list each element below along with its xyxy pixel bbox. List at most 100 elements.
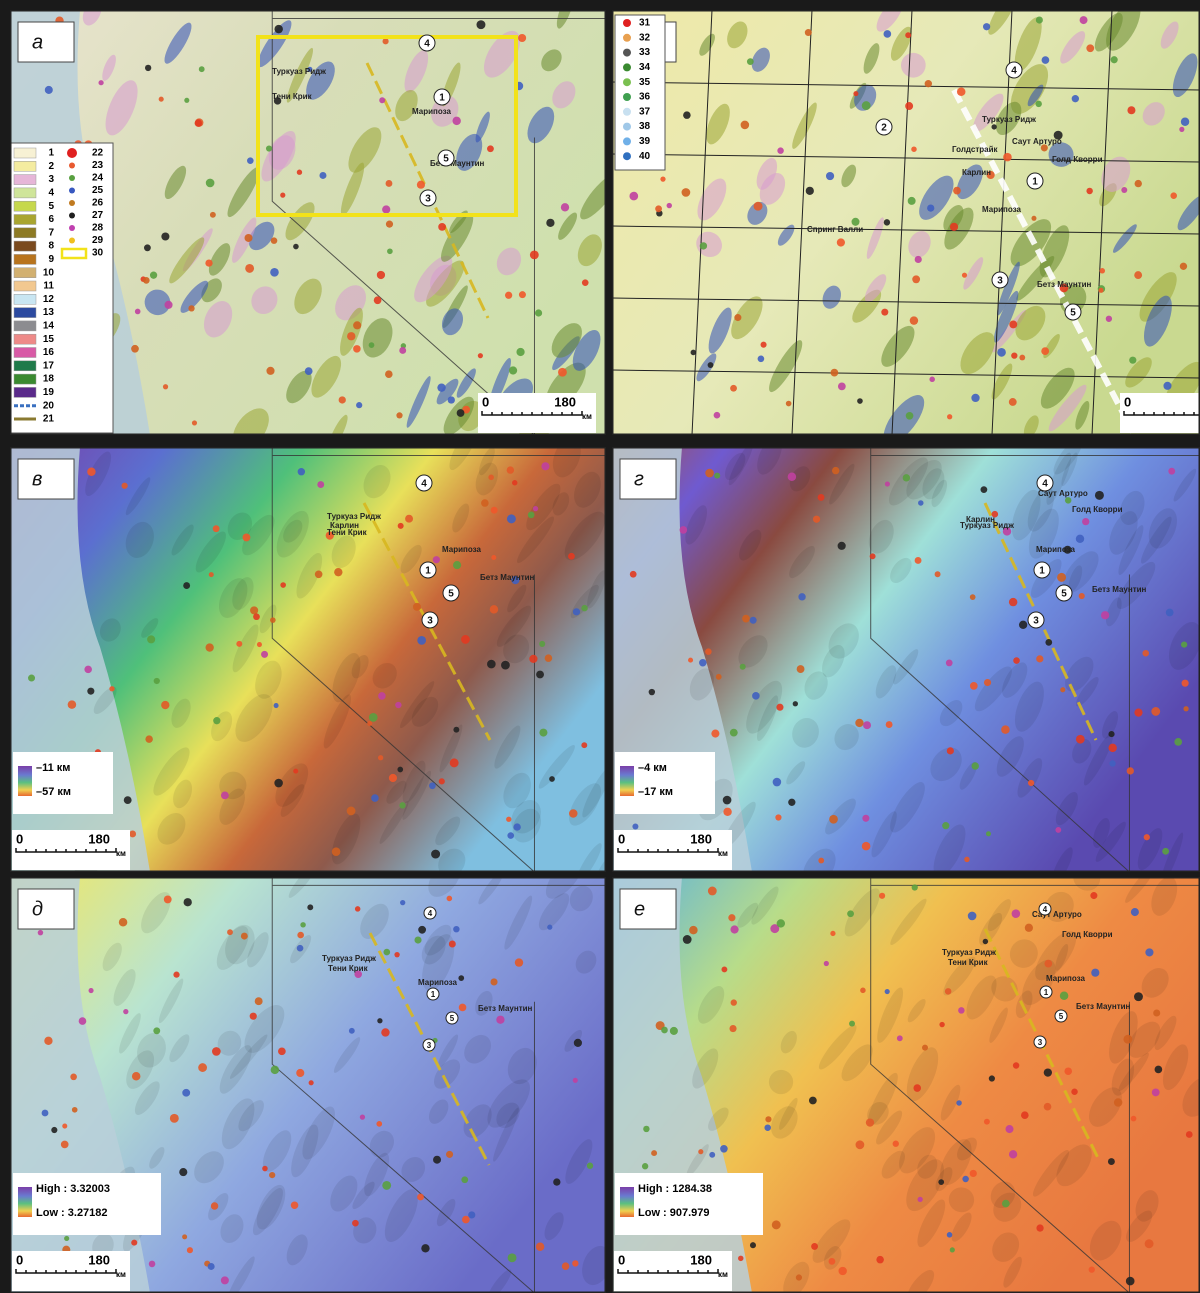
deposit-dot — [271, 237, 278, 244]
legend-label: 33 — [639, 47, 651, 58]
deposit-dot — [481, 499, 489, 507]
legend-swatch — [14, 254, 36, 264]
legend-label: 37 — [639, 106, 651, 117]
deposit-dot — [1076, 735, 1085, 744]
legend-swatch — [14, 188, 36, 198]
deposit-dot — [655, 205, 662, 212]
deposit-dot — [708, 362, 714, 368]
deposit-dot — [775, 814, 781, 820]
deposit-dot — [62, 1124, 67, 1129]
deposit-dot — [161, 701, 169, 709]
deposit-dot — [1123, 1035, 1132, 1044]
deposit-dot — [741, 121, 750, 130]
place-name: Саут Артуро — [1012, 137, 1062, 146]
deposit-dot — [206, 179, 215, 188]
deposit-dot — [339, 396, 346, 403]
deposit-dot — [1009, 398, 1017, 406]
legend-swatch — [14, 308, 36, 318]
deposit-dot — [705, 648, 712, 655]
deposit-dot — [1162, 848, 1169, 855]
deposit-dot — [42, 1110, 49, 1117]
deposit-dot — [723, 796, 732, 805]
deposit-dot — [953, 187, 961, 195]
deposit-dot — [241, 933, 248, 940]
legend-label: 24 — [92, 173, 104, 184]
deposit-dot — [1021, 1111, 1029, 1119]
legend-label: 22 — [92, 148, 104, 159]
deposit-dot — [61, 1141, 69, 1149]
legend-label: 11 — [43, 281, 54, 292]
deposit-dot — [1028, 780, 1034, 786]
deposit-dot — [922, 1045, 928, 1051]
deposit-dot — [131, 345, 139, 353]
deposit-dot — [1144, 834, 1150, 840]
deposit-dot — [449, 941, 456, 948]
deposit-dot — [758, 355, 765, 362]
deposit-dot — [386, 180, 393, 187]
deposit-dot — [839, 1267, 847, 1275]
panel-letter-box — [18, 22, 74, 62]
deposit-dot — [1155, 1066, 1163, 1074]
deposit-dot — [1025, 924, 1033, 932]
deposit-dot — [378, 692, 386, 700]
deposit-dot — [405, 515, 413, 523]
deposit-dot — [400, 900, 405, 905]
deposit-dot — [947, 414, 952, 419]
legend-label: 36 — [639, 92, 651, 103]
deposit-dot — [1036, 16, 1043, 23]
ramp-low: –17 км — [638, 786, 673, 798]
deposit-dot — [1108, 731, 1114, 737]
deposit-dot — [740, 664, 746, 670]
deposit-dot — [70, 1074, 77, 1081]
deposit-dot — [818, 494, 825, 501]
deposit-dot — [752, 692, 760, 700]
deposit-dot — [908, 197, 916, 205]
deposit-dot — [79, 1017, 87, 1025]
deposit-dot — [1055, 827, 1061, 833]
deposit-dot — [837, 238, 845, 246]
place-name: Туркуаз Ридж — [327, 512, 381, 521]
deposit-dot — [199, 66, 205, 72]
deposit-dot — [161, 232, 169, 240]
deposit-dot — [863, 721, 871, 729]
deposit-dot — [317, 481, 324, 488]
deposit-dot — [198, 1063, 207, 1072]
deposit-dot — [918, 1197, 923, 1202]
deposit-dot — [274, 703, 279, 708]
deposit-dot — [124, 796, 132, 804]
deposit-dot — [989, 1075, 995, 1081]
deposit-dot — [352, 1220, 359, 1227]
place-name: Бетз Маунтин — [1092, 585, 1147, 594]
marker-label: 5 — [1059, 1012, 1064, 1021]
deposit-dot — [131, 1240, 137, 1246]
deposit-dot — [509, 366, 517, 374]
ramp-high: High : 3.32003 — [36, 1183, 110, 1195]
legend-symbol — [69, 188, 75, 194]
legend-label: 10 — [43, 267, 55, 278]
deposit-dot — [729, 1025, 736, 1032]
deposit-dot — [1064, 1067, 1072, 1075]
deposit-dot — [448, 396, 455, 403]
deposit-dot — [970, 594, 976, 600]
deposit-dot — [847, 910, 854, 917]
deposit-dot — [950, 1247, 955, 1252]
legend-label: 6 — [48, 214, 54, 225]
deposit-dot — [1060, 687, 1065, 692]
deposit-dot — [947, 747, 954, 754]
legend-label: 15 — [43, 334, 55, 345]
legend-swatch — [14, 161, 36, 171]
deposit-dot — [1153, 1009, 1160, 1016]
deposit-dot — [1179, 127, 1184, 132]
deposit-dot — [121, 483, 127, 489]
deposit-dot — [377, 271, 385, 279]
deposit-dot — [1121, 187, 1127, 193]
deposit-dot — [1163, 382, 1171, 390]
place-name: Туркуаз Ридж — [942, 948, 996, 957]
legend-label: 12 — [43, 294, 55, 305]
marker-label: 5 — [450, 1014, 455, 1023]
place-name: Бетз Маунтин — [480, 573, 535, 582]
map-canvas: Туркуаз РиджТени КрикКарлинМарипозаБетз … — [10, 447, 606, 872]
legend-symbol — [623, 63, 631, 71]
deposit-dot — [376, 1121, 382, 1127]
deposit-dot — [832, 467, 839, 474]
